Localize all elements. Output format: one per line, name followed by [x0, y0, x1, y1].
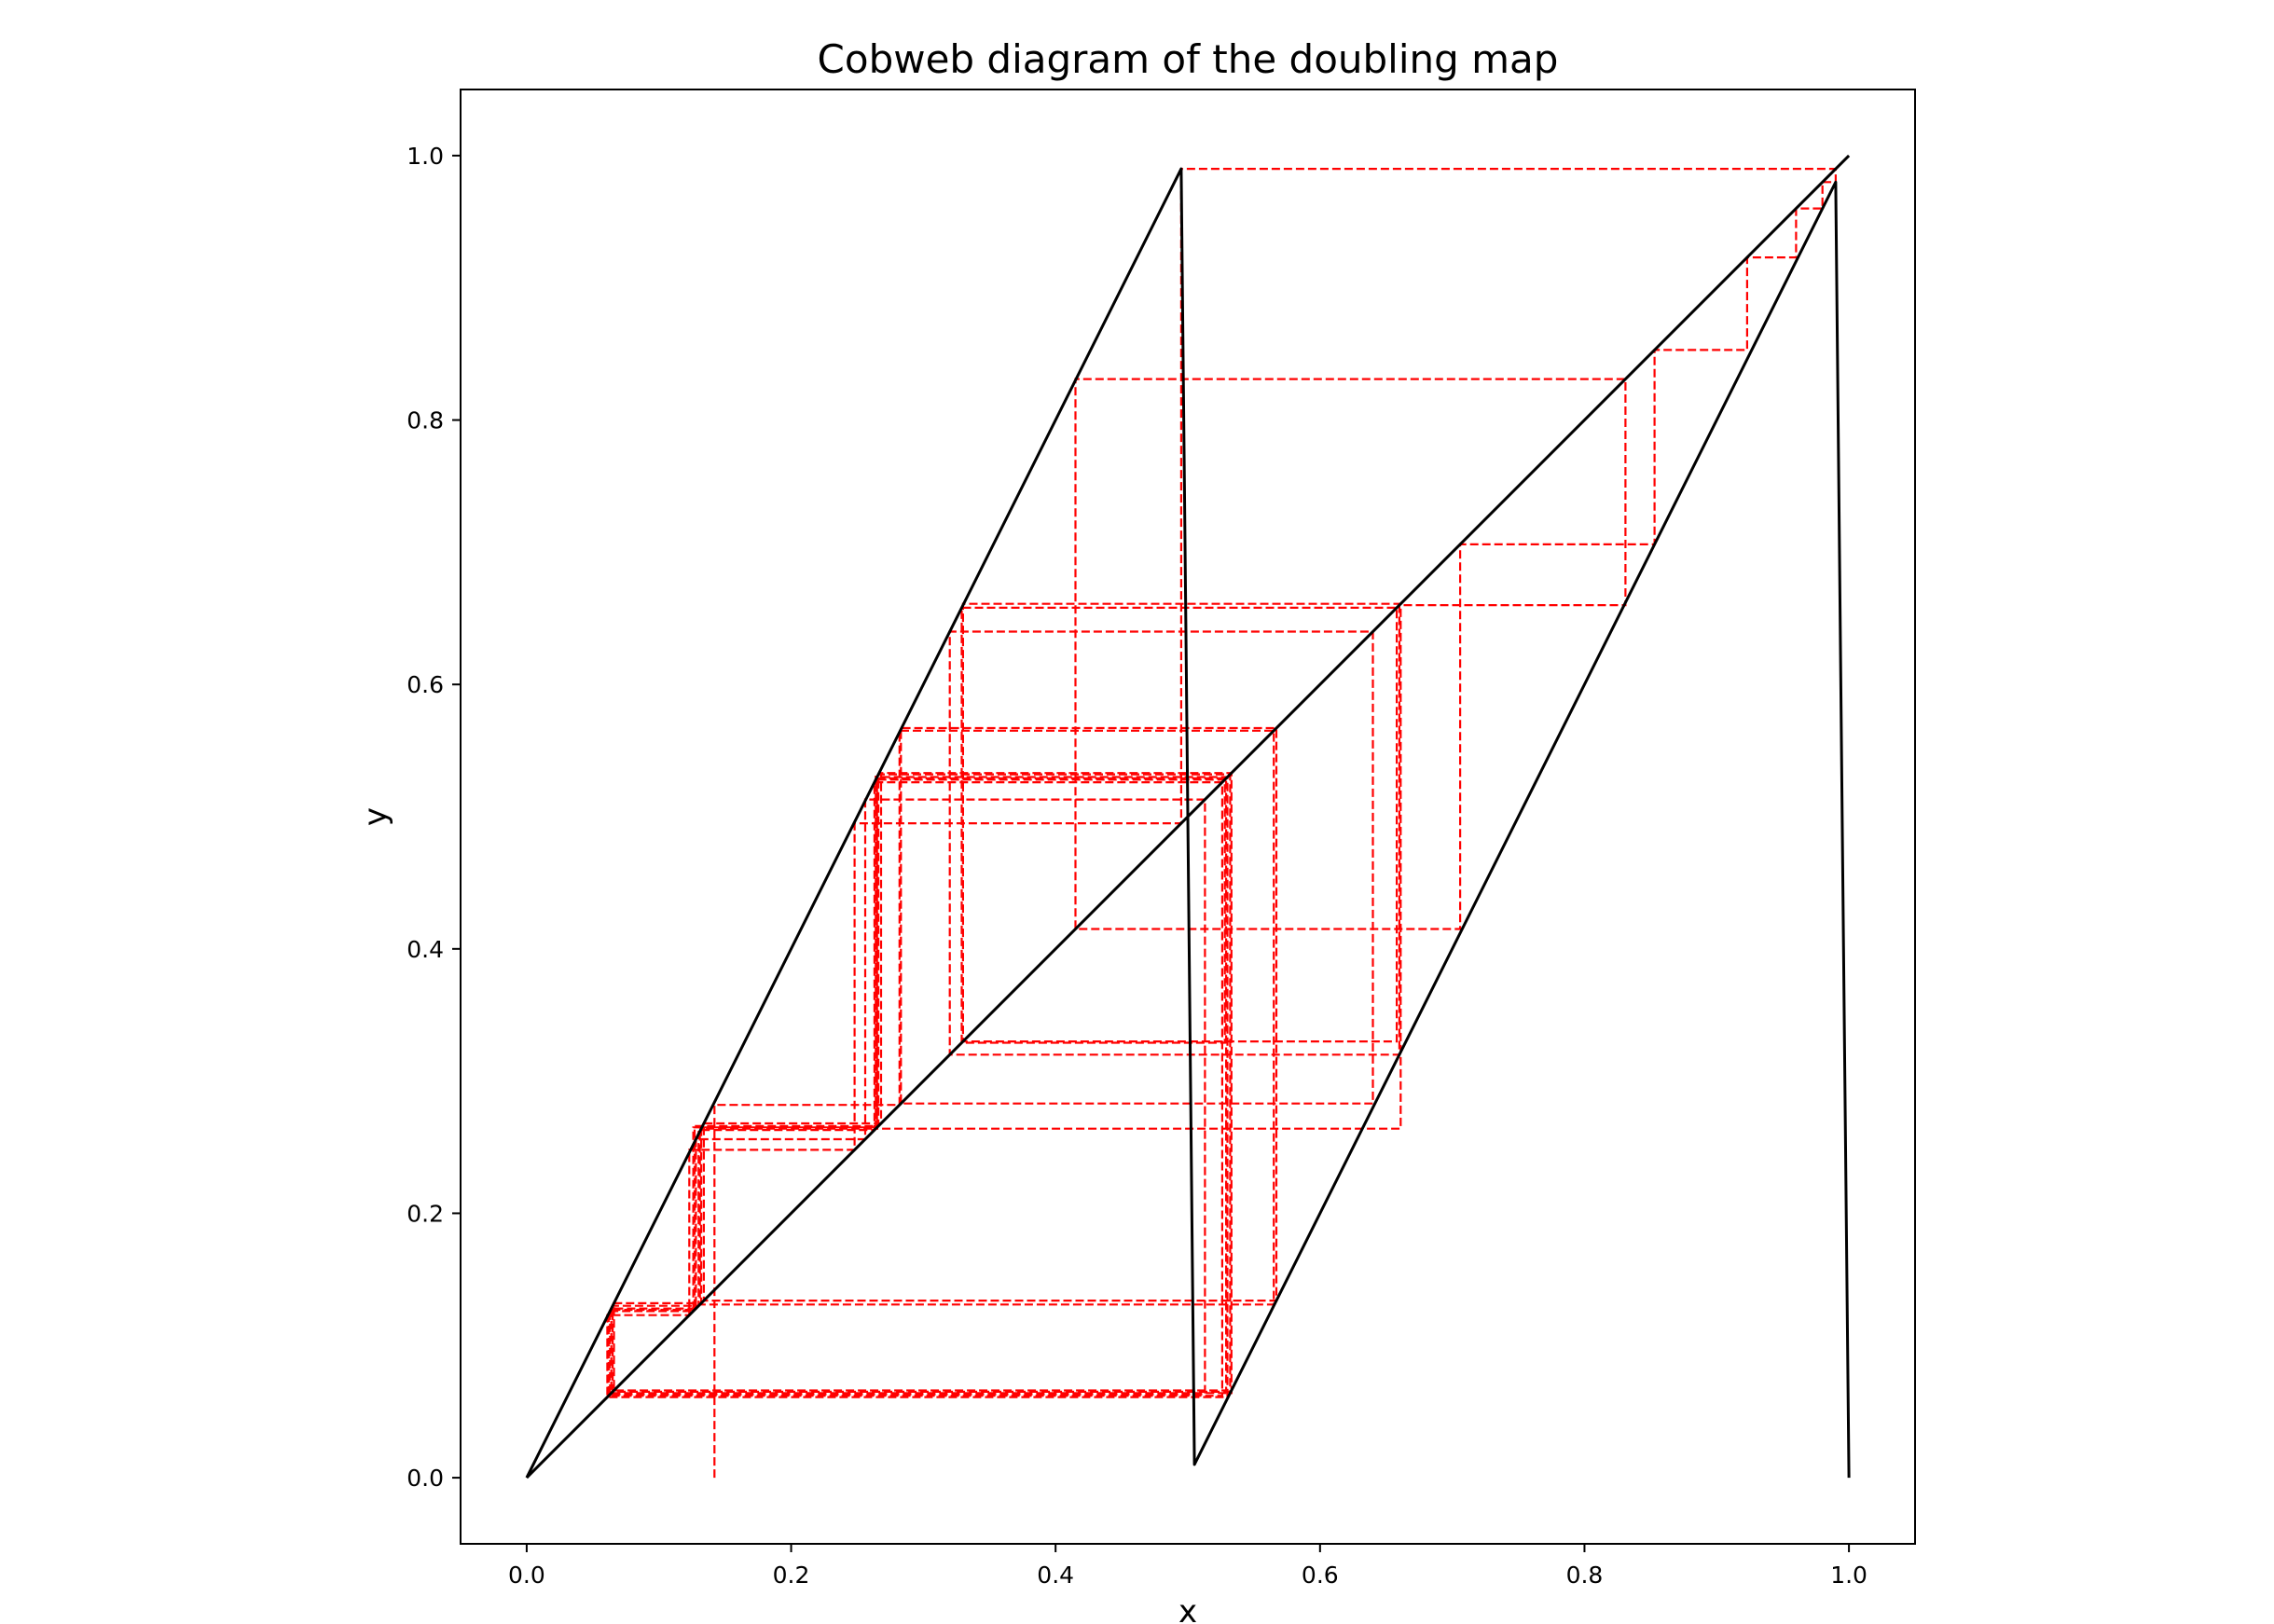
plot-area: [525, 154, 1851, 1479]
x-tick-label: 0.0: [508, 1562, 545, 1589]
doubling-map-line: [525, 167, 1851, 1479]
plot-frame: [460, 89, 1916, 1545]
y-tick-label: 0.2: [407, 1200, 444, 1227]
chart-title: Cobweb diagram of the doubling map: [818, 36, 1559, 82]
x-tick-label: 0.4: [1037, 1562, 1074, 1589]
y-tick-label: 0.8: [407, 407, 444, 434]
y-tick-label: 0.0: [407, 1465, 444, 1492]
x-tick-label: 1.0: [1830, 1562, 1867, 1589]
y-tick-label: 0.6: [407, 671, 444, 698]
cobweb-orbit-line: [606, 168, 1837, 1479]
x-tick-label: 0.2: [773, 1562, 810, 1589]
y-tick-label: 1.0: [407, 143, 444, 170]
x-axis-ticks: 0.0 0.2 0.4 0.6 0.8 1.0: [508, 1544, 1867, 1589]
x-axis-label: x: [1178, 1593, 1197, 1624]
x-tick-label: 0.8: [1566, 1562, 1604, 1589]
y-axis-label: y: [357, 807, 394, 826]
y-tick-label: 0.4: [407, 936, 444, 963]
y-axis-ticks: 0.0 0.2 0.4 0.6 0.8 1.0: [407, 143, 461, 1492]
x-tick-label: 0.6: [1302, 1562, 1339, 1589]
